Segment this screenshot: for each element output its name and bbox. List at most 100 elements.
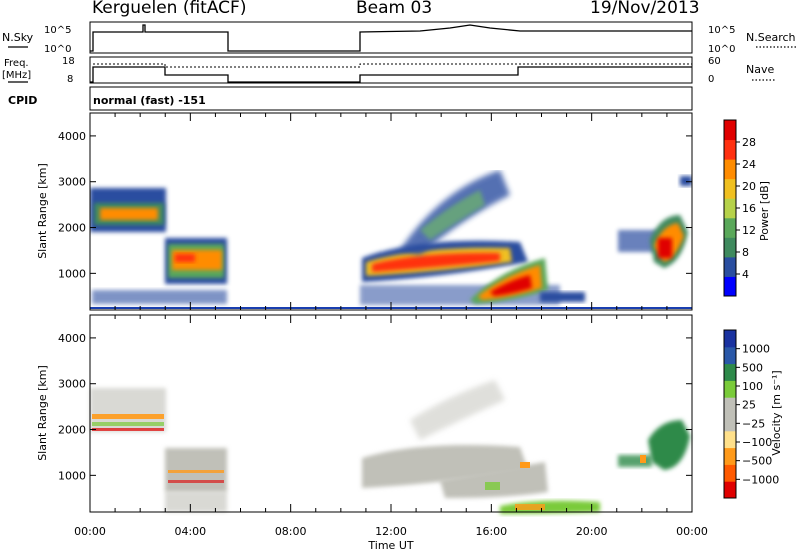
- x-tick-label: 08:00: [275, 525, 307, 538]
- colorbar-swatch: [724, 464, 736, 482]
- cpid-frame: [89, 86, 693, 111]
- freq-panel-frame: [89, 56, 693, 84]
- nsky-label: N.Sky: [2, 31, 34, 44]
- nsearch-tick-top: 10^5: [708, 25, 735, 36]
- velocity-yaxis: 1000 2000 3000 4000: [58, 332, 692, 482]
- colorbar-swatch: [724, 256, 736, 277]
- colorbar-swatch: [724, 139, 736, 160]
- power-data: [90, 170, 692, 308]
- y-tick-label: 3000: [58, 378, 86, 391]
- velocity-patch-early: [90, 388, 166, 432]
- colorbar-tick-label: 4: [742, 268, 749, 281]
- velocity-colorbar: 1000 500 100 25 −25 −100 −500 −1000: [723, 329, 779, 499]
- freq-label: Freq.: [4, 58, 29, 69]
- velocity-patch-evening: [618, 420, 690, 470]
- colorbar-swatch: [724, 159, 736, 180]
- x-tick-label: 20:00: [576, 525, 608, 538]
- colorbar-tick-label: 25: [742, 399, 756, 412]
- colorbar-tick-label: 28: [742, 136, 756, 149]
- nave-tick-top: 60: [708, 56, 721, 67]
- freq-trace: [90, 66, 692, 83]
- y-tick-label: 4000: [58, 332, 86, 345]
- x-tick-label: 00:00: [74, 525, 106, 538]
- colorbar-swatch: [724, 178, 736, 199]
- colorbar-swatch: [724, 397, 736, 415]
- sky-panel-frame: [89, 21, 693, 54]
- sky-panel: N.Sky 10^5 10^0 10^5 10^0 N.Search: [2, 21, 796, 55]
- colorbar-tick-label: 1000: [742, 343, 770, 356]
- y-tick-label: 2000: [58, 222, 86, 235]
- beam-label: Beam 03: [356, 0, 433, 18]
- x-tick-label: 04:00: [174, 525, 206, 538]
- colorbar-tick-label: 24: [742, 158, 756, 171]
- cpid-label: CPID: [8, 94, 37, 107]
- power-colorbar-label: Power [dB]: [758, 181, 771, 241]
- power-band-day: [362, 241, 528, 282]
- cpid-row: CPID normal (fast) -151: [8, 86, 693, 111]
- nave-tick-bottom: 0: [708, 74, 714, 85]
- colorbar-swatch: [724, 481, 736, 499]
- velocity-patch-mid: [165, 448, 227, 512]
- y-tick-label: 2000: [58, 424, 86, 437]
- nsearch-label: N.Search: [746, 31, 796, 44]
- x-tick-label: 12:00: [375, 525, 407, 538]
- velocity-xlabel: Time UT: [367, 539, 413, 552]
- power-yaxis: 1000 2000 3000 4000: [58, 113, 693, 310]
- colorbar-swatch: [724, 276, 736, 297]
- nsearch-tick-bottom: 10^0: [708, 44, 735, 55]
- x-tick-label: 00:00: [676, 525, 708, 538]
- nave-label: Nave: [746, 63, 774, 76]
- colorbar-tick-label: 12: [742, 224, 756, 237]
- nave-trace: [93, 63, 692, 68]
- nsky-tick-top: 10^5: [44, 25, 71, 36]
- colorbar-tick-label: 20: [742, 180, 756, 193]
- colorbar-tick-label: 100: [742, 380, 763, 393]
- freq-tick-bottom: 8: [67, 74, 73, 85]
- date-label: 19/Nov/2013: [590, 0, 700, 18]
- velocity-band-day: [362, 380, 548, 498]
- cpid-mode: normal (fast) -151: [93, 94, 206, 107]
- colorbar-tick-label: 500: [742, 361, 763, 374]
- y-tick-label: 3000: [58, 176, 86, 189]
- power-patch-early: [90, 188, 166, 232]
- colorbar-swatch: [724, 447, 736, 465]
- freq-panel: Freq. [MHz] 18 8 60 0 Nave: [2, 56, 776, 85]
- freq-unit-label: [MHz]: [2, 70, 31, 81]
- colorbar-tick-label: 16: [742, 202, 756, 215]
- power-patch-evening: [618, 176, 692, 268]
- power-ylabel: Slant Range [km]: [36, 163, 49, 259]
- velocity-xaxis: 00:00 04:00 08:00 12:00 16:00 20:00 00:00: [74, 315, 708, 538]
- colorbar-swatch: [724, 430, 736, 449]
- velocity-data: [90, 380, 690, 514]
- nsky-trace: [90, 24, 692, 52]
- colorbar-tick-label: −1000: [742, 473, 779, 486]
- colorbar-swatch: [724, 198, 736, 219]
- velocity-strip-afternoon: [500, 500, 600, 514]
- x-tick-label: 16:00: [475, 525, 507, 538]
- colorbar-swatch: [724, 363, 736, 381]
- power-scatter-upper: [400, 170, 510, 255]
- power-noise-early: [92, 290, 227, 304]
- colorbar-swatch: [724, 380, 736, 398]
- nsky-tick-bottom: 10^0: [44, 44, 71, 55]
- colorbar-swatch: [724, 346, 736, 365]
- colorbar-swatch: [724, 237, 736, 258]
- y-tick-label: 1000: [58, 267, 86, 280]
- colorbar-swatch: [724, 330, 736, 348]
- colorbar-tick-label: −100: [742, 436, 772, 449]
- colorbar-tick-label: 8: [742, 246, 749, 259]
- velocity-ylabel: Slant Range [km]: [36, 365, 49, 461]
- freq-tick-top: 18: [62, 56, 75, 67]
- colorbar-swatch: [724, 217, 736, 238]
- power-panel: Slant Range [km] 1000 2000 3000 4000 4 8 12 16…: [36, 112, 771, 311]
- power-colorbar: 4 8 12 16 20 24 28: [723, 119, 756, 297]
- power-patch-mid: [165, 238, 227, 284]
- velocity-colorbar-label: Velocity [m s⁻¹]: [770, 370, 783, 455]
- radar-title: Kerguelen (fitACF): [92, 0, 247, 18]
- y-tick-label: 4000: [58, 130, 86, 143]
- colorbar-frame: [723, 329, 737, 499]
- y-tick-label: 1000: [58, 469, 86, 482]
- colorbar-tick-label: −500: [742, 455, 772, 468]
